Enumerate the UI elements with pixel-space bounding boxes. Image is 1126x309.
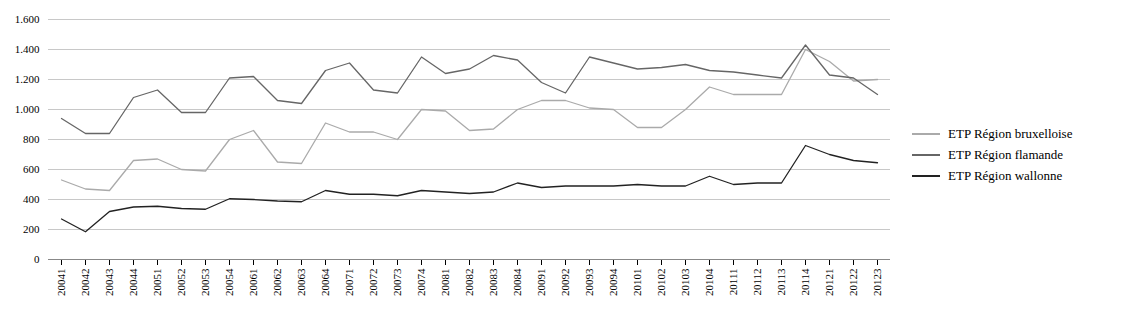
svg-text:1.600: 1.600: [15, 13, 40, 25]
svg-text:20044: 20044: [127, 268, 139, 296]
svg-text:20092: 20092: [559, 268, 571, 296]
svg-text:200: 200: [23, 223, 40, 235]
svg-text:20114: 20114: [799, 268, 811, 296]
svg-text:20123: 20123: [871, 268, 883, 296]
svg-text:600: 600: [23, 163, 40, 175]
html-text:ETP Région flamande: ETP Région flamande: [948, 146, 1063, 162]
svg-text:20043: 20043: [103, 268, 115, 296]
svg-text:1.400: 1.400: [15, 43, 40, 55]
svg-text:20053: 20053: [199, 268, 211, 296]
svg-text:20062: 20062: [271, 268, 283, 296]
svg-text:20071: 20071: [343, 268, 355, 296]
svg-text:20104: 20104: [703, 268, 715, 296]
svg-text:20081: 20081: [439, 268, 451, 296]
svg-text:20102: 20102: [655, 268, 667, 296]
svg-text:20112: 20112: [751, 268, 763, 295]
html-text:ETP Région wallonne: ETP Région wallonne: [948, 167, 1063, 183]
svg-text:400: 400: [23, 193, 40, 205]
svg-text:20074: 20074: [415, 268, 427, 296]
svg-text:20072: 20072: [367, 268, 379, 296]
svg-text:20051: 20051: [151, 268, 163, 296]
svg-text:20122: 20122: [847, 268, 859, 296]
svg-text:20121: 20121: [823, 268, 835, 296]
svg-text:20103: 20103: [679, 268, 691, 296]
svg-text:20054: 20054: [223, 268, 235, 296]
svg-text:20113: 20113: [775, 268, 787, 296]
svg-text:20091: 20091: [535, 268, 547, 296]
svg-text:1.000: 1.000: [15, 103, 40, 115]
svg-text:20084: 20084: [511, 268, 523, 296]
svg-text:20052: 20052: [175, 268, 187, 296]
svg-text:20101: 20101: [631, 268, 643, 296]
svg-text:800: 800: [23, 133, 40, 145]
svg-text:20073: 20073: [391, 268, 403, 296]
svg-text:20063: 20063: [295, 268, 307, 296]
svg-text:20061: 20061: [247, 268, 259, 296]
svg-text:20083: 20083: [487, 268, 499, 296]
svg-text:20094: 20094: [607, 268, 619, 296]
html-text:ETP Région bruxelloise: ETP Région bruxelloise: [948, 125, 1073, 141]
svg-text:20042: 20042: [79, 268, 91, 296]
svg-text:20093: 20093: [583, 268, 595, 296]
svg-text:20064: 20064: [319, 268, 331, 296]
svg-text:20111: 20111: [727, 268, 739, 295]
svg-text:20082: 20082: [463, 268, 475, 296]
svg-text:20041: 20041: [55, 268, 67, 296]
svg-text:1.200: 1.200: [15, 73, 40, 85]
svg-text:0: 0: [34, 253, 40, 265]
